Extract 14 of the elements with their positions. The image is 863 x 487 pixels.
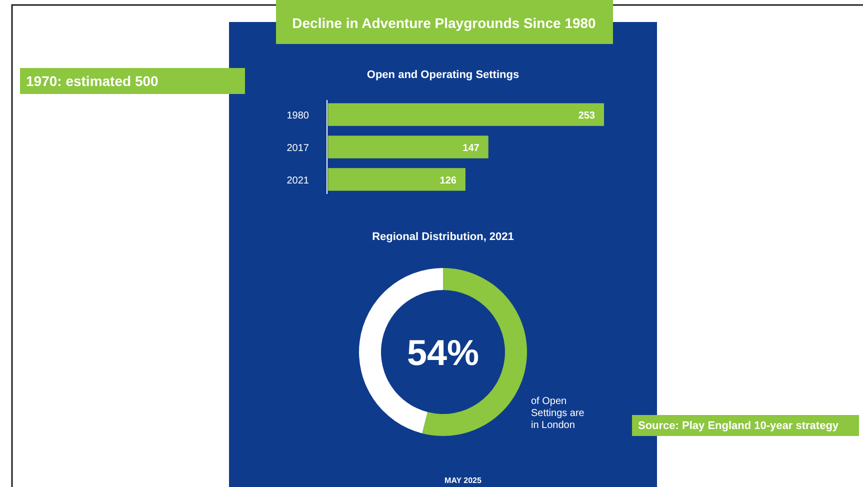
text: 1970: estimated 500: [26, 73, 159, 89]
text: of Open Settings are in London: [531, 396, 585, 431]
chart-title: Regional Distribution, 2021: [372, 231, 514, 243]
data-label: 147: [462, 143, 480, 154]
source-note: Source: Play England 10-year strategy: [638, 420, 840, 432]
y-tick-label: 1980: [286, 110, 310, 122]
y-tick-label: 2021: [286, 175, 310, 186]
data-label: 253: [578, 110, 596, 122]
chart-subtitle: Open and Operating Settings: [366, 69, 520, 81]
y-tick-label: 2017: [286, 143, 310, 154]
chart-title: Decline in Adventure Playgrounds Since 1980: [292, 15, 596, 31]
text: MAY 2025: [444, 476, 482, 485]
data-label: 126: [440, 175, 457, 186]
data-label: 54%: [406, 332, 480, 373]
